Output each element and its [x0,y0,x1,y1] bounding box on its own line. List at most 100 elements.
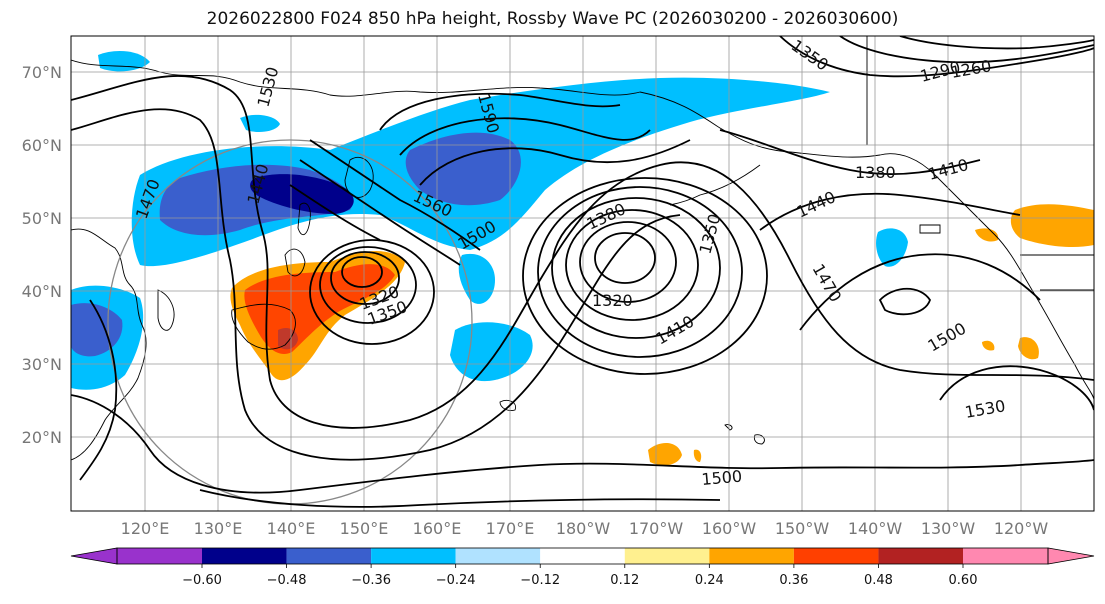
map-frame [70,35,1095,512]
latitude-labels: 70°N 60°N 50°N 40°N 30°N 20°N [22,63,62,447]
map-title: 2026022800 F024 850 hPa height, Rossby W… [206,9,899,29]
height-contour [759,192,1021,231]
coastline [724,424,733,431]
coastline [669,164,761,206]
height-contour [537,186,743,358]
lat-label: 50°N [22,209,62,228]
colorbar-tick-label: −0.12 [520,573,560,588]
coastline [297,202,311,236]
colorbar-segment [624,548,710,564]
height-contour [839,36,1094,64]
height-contour [309,139,481,251]
lon-label: 160°W [702,519,757,538]
height-contour [939,365,1094,411]
coastlines [71,36,1094,461]
longitude-labels: 120°E 130°E 140°E 150°E 160°E 170°E 180°… [121,519,1049,538]
colorbar-tick-label: 0.36 [779,573,808,588]
height-contour [71,75,1094,429]
lon-label: 160°E [413,519,462,538]
negative-anomaly-region [250,174,354,214]
colorbar: −0.60 −0.48 −0.36 −0.24 −0.12 0.12 0.24 0.36 0.4… [70,547,1095,588]
coastline [71,228,147,461]
height-contour [878,287,931,316]
height-contour [299,159,461,266]
coastline [344,156,374,198]
lon-label: 180°W [556,519,611,538]
colorbar-segment [540,548,625,564]
lat-label: 40°N [22,282,62,301]
colorbar-tick-label: 0.24 [695,573,724,588]
height-contour [719,129,981,175]
colorbar-tick-label: −0.24 [436,573,476,588]
coastline [639,91,1094,401]
colorbar-tick-label: 0.12 [610,573,639,588]
lon-label: 120°W [994,519,1049,538]
contour-label: 1320 [592,291,633,310]
height-contour [330,251,400,305]
height-contour [579,221,677,303]
lat-label: 60°N [22,136,62,155]
height-contour [899,36,1094,50]
coastline [231,303,296,350]
colorbar-segment [286,548,372,564]
height-contour [799,253,1041,331]
lon-label: 140°E [267,519,316,538]
height-contour [779,36,1094,78]
contour-label: 1380 [855,163,896,182]
anomaly-shading [71,50,1094,466]
positive-anomaly-region [975,228,999,242]
colorbar-segment [709,548,794,564]
negative-anomaly-region [240,114,280,132]
negative-anomaly-region [458,253,495,304]
colorbar-tick-label: 0.48 [864,573,893,588]
height-contour [419,139,691,186]
lon-label: 120°E [121,519,170,538]
colorbar-tick-label: −0.48 [267,573,307,588]
lat-label: 70°N [22,63,62,82]
contour-label: 1500 [701,467,743,489]
positive-anomaly-region [982,340,995,351]
positive-anomaly-region [1010,204,1094,248]
colorbar-segment [202,548,287,564]
height-contour [319,246,417,324]
lon-label: 130°W [921,519,976,538]
lon-label: 150°W [775,519,830,538]
lat-label: 30°N [22,355,62,374]
coastline [919,224,941,234]
graticule [71,36,1094,511]
colorbar-segment [371,548,456,564]
coastline [499,399,516,411]
negative-anomaly-region [450,322,533,382]
height-contour [399,117,651,156]
coastline [753,434,765,445]
negative-anomaly-region [876,228,908,267]
height-contours [71,36,1094,508]
height-contour [309,239,435,345]
lon-label: 170°E [486,519,535,538]
colorbar-tick-label: −0.36 [351,573,391,588]
positive-anomaly-region [693,449,702,462]
height-contour [594,232,656,284]
lon-label: 170°W [629,519,684,538]
height-contour [79,299,118,481]
height-contour [289,184,381,241]
colorbar-extend-max [1048,548,1094,564]
height-contour [199,489,721,508]
colorbar-extend-min [71,548,117,564]
negative-anomaly-region [405,132,521,206]
colorbar-tick-label: −0.60 [182,573,222,588]
height-contour [71,394,1094,494]
height-contour [565,209,699,321]
colorbar-segment [455,548,541,564]
height-contour [551,197,721,339]
colorbar-segment [878,548,963,564]
colorbar-segment [963,548,1048,564]
height-contour [71,108,681,461]
positive-anomaly-region [648,443,682,466]
colorbar-segment [117,548,202,564]
coastline [284,248,306,277]
coastline [157,289,175,331]
height-contour [341,256,383,288]
colorbar-segment [793,548,879,564]
